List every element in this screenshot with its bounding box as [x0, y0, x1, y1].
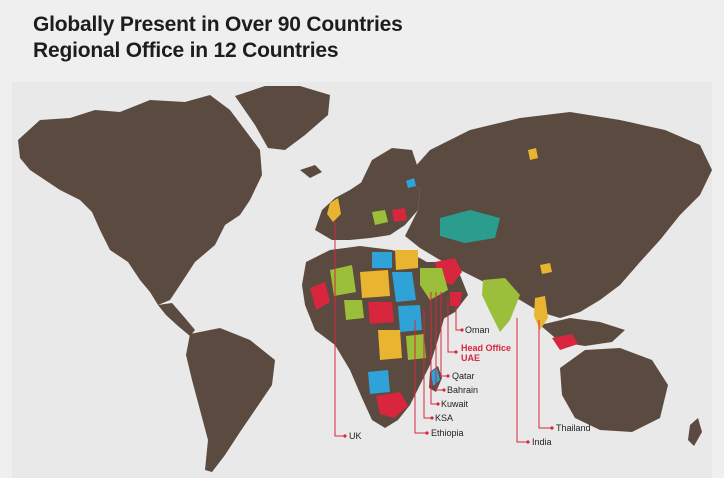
europe	[315, 175, 420, 240]
southeast-asia-islands	[540, 318, 625, 346]
label-oman: Oman	[465, 325, 490, 335]
region-angola	[368, 370, 390, 394]
region-east-africa	[406, 334, 426, 360]
region-central-africa	[368, 302, 394, 324]
region-russia-accent	[528, 148, 538, 160]
label-uk: UK	[349, 431, 362, 441]
south-america	[186, 328, 275, 472]
region-west-africa	[310, 282, 330, 310]
region-mali	[330, 265, 356, 296]
region-scandinavia-accent	[406, 178, 416, 188]
region-poland	[372, 210, 388, 225]
region-uk	[327, 198, 341, 222]
heading-line-1: Globally Present in Over 90 Countries	[33, 13, 403, 36]
scandinavia	[360, 148, 418, 186]
asia	[405, 112, 712, 318]
leader-lines	[334, 222, 552, 443]
region-belarus	[392, 208, 407, 222]
region-niger	[360, 270, 390, 298]
region-oman	[450, 292, 462, 306]
region-libya	[372, 252, 392, 268]
heading-line-2: Regional Office in 12 Countries	[33, 39, 339, 62]
australia	[560, 348, 668, 432]
region-congo	[378, 330, 402, 360]
label-kuwait: Kuwait	[441, 399, 469, 409]
greenland	[235, 86, 330, 150]
region-nigeria	[344, 300, 364, 320]
label-uae: UAE	[461, 353, 480, 363]
region-india	[482, 278, 520, 332]
label-bahrain: Bahrain	[447, 385, 478, 395]
central-america	[158, 303, 195, 336]
north-america	[18, 95, 262, 305]
leader-dots	[343, 328, 554, 444]
label-india: India	[532, 437, 552, 447]
region-thailand	[534, 296, 548, 330]
label-ksa: KSA	[435, 413, 453, 423]
region-egypt	[395, 250, 418, 270]
region-china-accent	[540, 263, 552, 274]
region-ethiopia	[398, 305, 422, 332]
region-sudan	[392, 272, 416, 302]
new-zealand	[688, 418, 702, 446]
label-qatar: Qatar	[452, 371, 475, 381]
label-head-office: Head Office	[461, 343, 511, 353]
region-kazakhstan	[440, 210, 500, 243]
page-heading: Globally Present in Over 90 Countries Re…	[33, 12, 403, 64]
label-thailand: Thailand	[556, 423, 591, 433]
region-south-africa	[376, 392, 408, 418]
iceland	[300, 165, 322, 178]
region-malaysia	[552, 334, 578, 350]
label-ethiopia: Ethiopia	[431, 428, 464, 438]
